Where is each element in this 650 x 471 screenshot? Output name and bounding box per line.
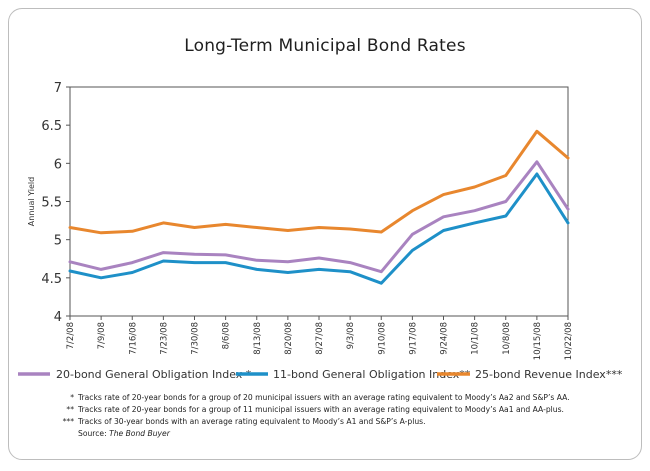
- legend-label-3: 25-bond Revenue Index***: [475, 368, 623, 381]
- y-tick-label: 4: [54, 310, 62, 325]
- x-tick-label: 7/9/08: [97, 322, 107, 349]
- footnote-mark: *: [70, 393, 74, 402]
- plot-area-border: [69, 86, 569, 317]
- x-tick-label: 8/27/08: [315, 322, 325, 355]
- x-tick-label: 7/30/08: [191, 322, 201, 355]
- source-label: Source:: [78, 429, 107, 438]
- y-tick-label: 6: [54, 157, 62, 172]
- legend-label-1: 20-bond General Obligation Index *: [56, 368, 252, 381]
- x-tick-label: 10/8/08: [502, 322, 512, 355]
- series-line-3: [68, 129, 570, 235]
- legend-label-2: 11-bond General Obligation Index**: [273, 368, 471, 381]
- source-name: The Bond Buyer: [109, 429, 170, 438]
- y-tick-label: 6.5: [41, 119, 62, 134]
- footnote-text: Tracks of 30-year bonds with an average …: [78, 417, 426, 426]
- y-tick-label: 4.5: [41, 272, 62, 287]
- footnotes: * Tracks rate of 20-year bonds for a gro…: [20, 392, 630, 440]
- x-tick-label: 9/3/08: [346, 322, 356, 349]
- x-tick-label: 10/1/08: [471, 322, 481, 355]
- x-tick-label: 7/23/08: [159, 322, 169, 355]
- x-tick-label: 8/6/08: [222, 322, 232, 349]
- x-tick-label: 8/13/08: [253, 322, 263, 355]
- y-tick-label: 7: [54, 81, 62, 96]
- footnote-mark: ***: [62, 417, 74, 426]
- y-tick-label: 5: [54, 234, 62, 249]
- x-tick-label: 10/15/08: [533, 322, 543, 360]
- footnote-3: *** Tracks of 30-year bonds with an aver…: [20, 416, 630, 428]
- x-tick-label: 7/2/08: [66, 322, 76, 349]
- x-tick-label: 9/10/08: [377, 322, 387, 355]
- footnote-mark: **: [66, 405, 74, 414]
- footnote-text: Tracks rate of 20-year bonds for a group…: [78, 393, 570, 402]
- footnote-text: Tracks rate of 20-year bonds for a group…: [78, 405, 564, 414]
- x-tick-label: 9/24/08: [440, 322, 450, 355]
- x-tick-label: 7/16/08: [128, 322, 138, 355]
- x-tick-label: 9/17/08: [408, 322, 418, 355]
- x-tick-label: 8/20/08: [284, 322, 294, 355]
- chart-frame: [8, 8, 642, 460]
- y-tick-label: 5.5: [41, 196, 62, 211]
- y-axis-label: Annual Yield: [27, 177, 36, 226]
- x-tick-label: 10/22/08: [564, 322, 574, 360]
- footnote-2: ** Tracks rate of 20-year bonds for a gr…: [20, 404, 630, 416]
- series-line-2: [68, 172, 570, 285]
- series-line-1: [68, 160, 570, 274]
- chart-title: Long-Term Municipal Bond Rates: [184, 36, 466, 56]
- source-line: Source: The Bond Buyer: [20, 428, 630, 440]
- footnote-1: * Tracks rate of 20-year bonds for a gro…: [20, 392, 630, 404]
